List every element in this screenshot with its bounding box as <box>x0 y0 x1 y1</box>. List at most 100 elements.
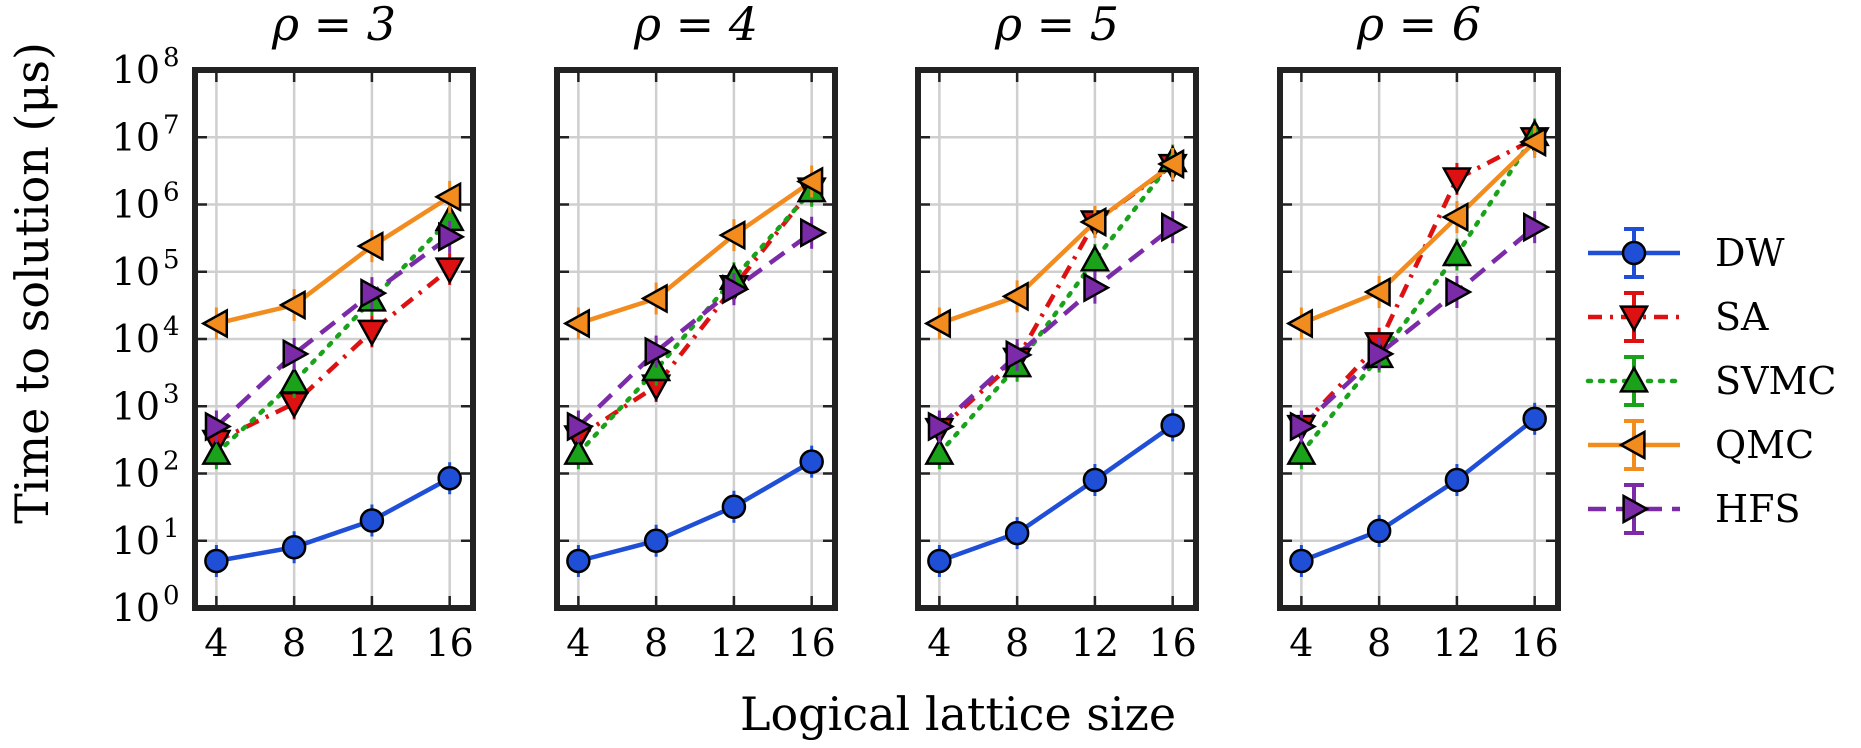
series-line-dw <box>938 423 1174 564</box>
legend-marker-sa <box>1618 305 1650 333</box>
y-tick-label: 10 <box>112 48 160 92</box>
data-point-svmc <box>1441 239 1473 267</box>
data-point-sa <box>356 319 388 347</box>
data-point-dw <box>1366 518 1392 544</box>
legend-label: SVMC <box>1715 359 1836 403</box>
y-tick-label: 10 <box>112 452 160 496</box>
x-tick-label: 4 <box>566 621 590 665</box>
y-tick-label: 10 <box>112 317 160 361</box>
data-point-dw <box>437 465 462 491</box>
data-point-qmc <box>356 231 384 262</box>
series-line-qmc <box>577 179 813 326</box>
data-point-hfs <box>800 217 828 248</box>
legend-label: DW <box>1715 231 1785 275</box>
data-point-dw <box>721 494 747 520</box>
legend: DW SA SVMC QMC HFS <box>1585 227 1836 535</box>
x-tick-label: 4 <box>204 621 228 665</box>
panel-rho-5: 4 8 12 16 ρ = 5 <box>915 0 1199 665</box>
legend-marker-dw <box>1621 240 1647 266</box>
panel-title: ρ = 3 <box>271 0 396 51</box>
data-point-svmc <box>1286 437 1317 465</box>
panel-title: ρ = 5 <box>994 0 1119 51</box>
data-point-qmc <box>1519 126 1547 158</box>
series-line-dw <box>1300 417 1537 564</box>
series-line-sa <box>577 187 814 439</box>
data-point-hfs <box>204 411 232 442</box>
y-axis-label: Time to solution (μs) <box>5 42 59 524</box>
data-point-qmc <box>718 220 746 251</box>
series-line-svmc <box>576 188 814 456</box>
x-tick-label: 16 <box>425 621 473 665</box>
data-point-hfs <box>1005 339 1033 371</box>
data-point-hfs <box>1523 212 1551 243</box>
data-point-sa <box>1441 167 1473 195</box>
y-tick-exponent: 2 <box>163 447 180 477</box>
data-point-hfs <box>1367 338 1395 370</box>
panel-rho-4: 4 8 12 16 ρ = 4 <box>554 0 838 665</box>
y-tick-label: 10 <box>112 115 160 159</box>
data-point-svmc <box>279 366 310 394</box>
x-tick-label: 8 <box>644 621 668 665</box>
data-point-qmc <box>1363 276 1391 308</box>
series-line-hfs <box>1299 225 1537 429</box>
series-line-svmc <box>214 217 452 456</box>
x-tick-label: 12 <box>710 621 758 665</box>
data-point-hfs <box>1445 276 1473 308</box>
series-line-hfs <box>937 225 1175 429</box>
y-tick-label: 10 <box>112 519 160 563</box>
data-point-qmc <box>562 308 591 339</box>
x-tick-label: 16 <box>787 621 835 665</box>
data-point-hfs <box>1083 272 1111 303</box>
data-point-qmc <box>200 308 229 339</box>
y-tick-label: 10 <box>112 586 160 630</box>
data-point-svmc <box>563 437 594 465</box>
data-point-svmc <box>1079 244 1111 272</box>
legend-label: QMC <box>1715 423 1814 467</box>
data-point-qmc <box>796 166 824 197</box>
legend-label: SA <box>1715 295 1769 339</box>
data-point-qmc <box>1157 148 1185 180</box>
y-tick-exponent: 1 <box>163 514 180 544</box>
legend-item-dw: DW <box>1588 227 1785 279</box>
series-line-hfs <box>214 235 451 429</box>
data-point-hfs <box>644 336 672 367</box>
x-tick-label: 16 <box>1510 621 1558 665</box>
y-tick-label: 10 <box>112 183 160 227</box>
series-line-dw <box>577 459 813 564</box>
data-point-hfs <box>927 411 955 442</box>
data-point-dw <box>799 449 824 474</box>
data-point-dw <box>1082 467 1108 493</box>
y-tick-label: 10 <box>112 250 160 294</box>
data-point-dw <box>566 548 591 574</box>
legend-label: HFS <box>1715 487 1801 531</box>
data-point-svmc <box>641 354 672 382</box>
data-point-svmc <box>201 437 232 465</box>
data-point-sa <box>434 257 465 285</box>
data-point-hfs <box>438 221 466 253</box>
series-line-hfs <box>576 230 813 429</box>
data-point-dw <box>1289 548 1314 574</box>
data-point-qmc <box>923 308 952 339</box>
data-point-qmc <box>1441 201 1469 233</box>
data-point-dw <box>1444 467 1470 493</box>
legend-item-svmc: SVMC <box>1585 355 1836 407</box>
data-point-dw <box>1522 406 1547 432</box>
data-point-hfs <box>282 338 310 370</box>
data-point-qmc <box>434 181 462 212</box>
series-line-sa <box>1299 136 1536 429</box>
x-tick-label: 4 <box>1289 621 1313 665</box>
data-point-qmc <box>1079 206 1107 238</box>
y-tick-exponent: 0 <box>163 581 180 611</box>
series-line-dw <box>215 476 451 564</box>
series-line-qmc <box>215 194 451 326</box>
data-point-hfs <box>1161 212 1189 243</box>
data-point-qmc <box>640 283 668 314</box>
panel-title: ρ = 4 <box>633 0 758 51</box>
x-tick-label: 8 <box>1005 621 1029 665</box>
data-point-hfs <box>1289 411 1317 442</box>
panels-group: 4 8 12 16ρ = 34 8 12 16ρ = 44 8 12 16ρ = 54 8 12 16ρ… <box>112 0 1561 665</box>
legend-marker-svmc <box>1618 365 1650 393</box>
data-point-qmc <box>1001 281 1029 312</box>
y-tick-exponent: 5 <box>163 245 180 275</box>
